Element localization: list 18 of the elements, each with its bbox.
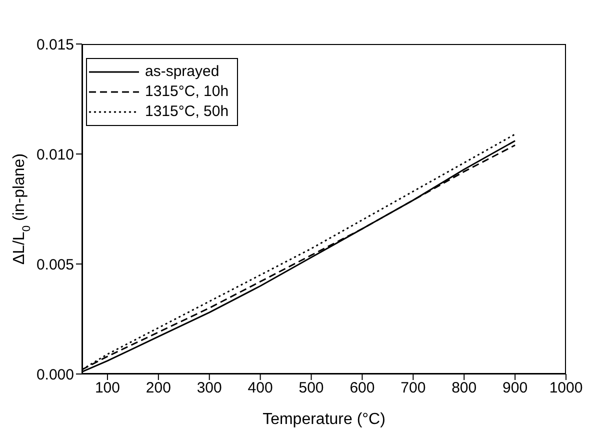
y-tick-label: 0.000	[36, 366, 74, 384]
x-tick-label: 200	[146, 380, 171, 397]
legend-label: 1315°C, 10h	[145, 83, 229, 100]
x-tick-label: 900	[502, 380, 528, 397]
x-tick-label: 700	[400, 380, 426, 397]
x-tick-label: 800	[452, 380, 477, 397]
y-tick-label: 0.005	[36, 256, 74, 274]
x-tick-label: 600	[350, 380, 375, 397]
y-tick-label: 0.015	[36, 36, 74, 54]
x-tick-label: 300	[196, 380, 222, 397]
x-tick-label: 1000	[549, 380, 583, 397]
x-tick-label: 400	[248, 380, 273, 397]
x-axis-title: Temperature (°C)	[262, 411, 386, 428]
x-tick-label: 500	[298, 380, 324, 397]
legend-label: 1315°C, 50h	[145, 103, 229, 120]
legend-label: as-sprayed	[145, 63, 220, 80]
x-tick-label: 100	[94, 380, 120, 397]
y-tick-label: 0.010	[36, 146, 74, 164]
